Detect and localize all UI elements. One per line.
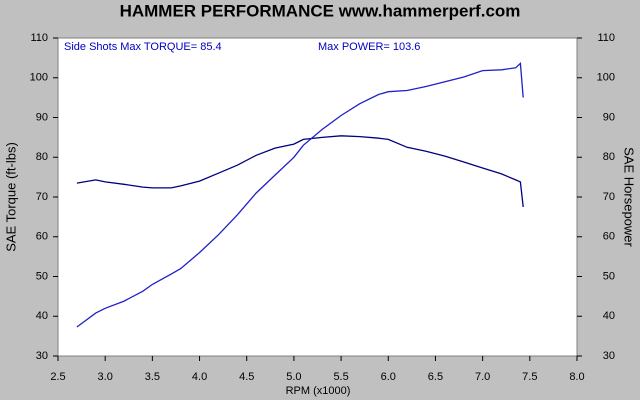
y-tick-label: 100 bbox=[30, 72, 48, 84]
y2-tick-label: 60 bbox=[603, 231, 615, 243]
x-tick-label: 3.0 bbox=[98, 371, 113, 383]
chart-title: HAMMER PERFORMANCE www.hammerperf.com bbox=[120, 1, 521, 20]
y2-tick-label: 30 bbox=[603, 350, 615, 362]
y2-tick-label: 40 bbox=[603, 310, 615, 322]
x-tick-label: 3.5 bbox=[145, 371, 160, 383]
x-tick-label: 7.0 bbox=[475, 371, 490, 383]
x-axis-label: RPM (x1000) bbox=[286, 385, 351, 397]
x-tick-label: 5.5 bbox=[333, 371, 348, 383]
y-tick-label: 90 bbox=[36, 111, 48, 123]
y2-tick-label: 70 bbox=[603, 191, 615, 203]
y2-tick-label: 90 bbox=[603, 111, 615, 123]
annotation: Side Shots Max TORQUE= 85.4 bbox=[64, 41, 222, 53]
plot-area bbox=[57, 37, 578, 357]
y-tick-label: 50 bbox=[36, 270, 48, 282]
y-tick-label: 40 bbox=[36, 310, 48, 322]
x-tick-label: 4.0 bbox=[192, 371, 207, 383]
y2-tick-label: 100 bbox=[597, 72, 615, 84]
y-axis-label: SAE Torque (ft-lbs) bbox=[3, 142, 18, 252]
y2-tick-label: 110 bbox=[597, 32, 615, 44]
y2-tick-label: 80 bbox=[603, 151, 615, 163]
y2-tick-label: 50 bbox=[603, 270, 615, 282]
x-tick-label: 6.5 bbox=[428, 371, 443, 383]
y-tick-label: 60 bbox=[36, 231, 48, 243]
x-tick-label: 7.5 bbox=[522, 371, 537, 383]
x-tick-label: 4.5 bbox=[239, 371, 254, 383]
x-tick-label: 2.5 bbox=[50, 371, 65, 383]
y-tick-label: 110 bbox=[30, 32, 48, 44]
x-tick-label: 8.0 bbox=[569, 371, 584, 383]
y2-axis-label: SAE Horsepower bbox=[622, 147, 637, 247]
data-line bbox=[76, 135, 524, 207]
x-tick-label: 5.0 bbox=[286, 371, 301, 383]
y-tick-label: 70 bbox=[36, 191, 48, 203]
y-tick-label: 80 bbox=[36, 151, 48, 163]
x-tick-label: 6.0 bbox=[381, 371, 396, 383]
y-tick-label: 30 bbox=[36, 350, 48, 362]
data-line bbox=[76, 62, 524, 328]
annotation: Max POWER= 103.6 bbox=[318, 41, 420, 53]
